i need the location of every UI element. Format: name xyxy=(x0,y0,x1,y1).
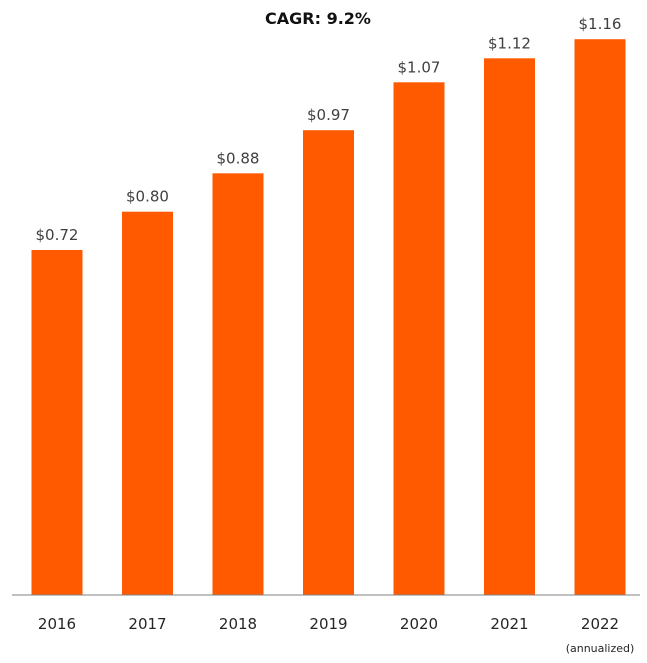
value-label-2020: $1.07 xyxy=(398,58,441,76)
x-tick-note-2022: (annualized) xyxy=(566,642,635,655)
value-label-2017: $0.80 xyxy=(126,188,169,206)
value-label-2019: $0.97 xyxy=(307,106,350,124)
value-label-2016: $0.72 xyxy=(36,226,79,244)
value-label-2022: $1.16 xyxy=(579,15,622,33)
value-labels-layer: $0.72 $0.80 $0.88 $0.97 $1.07 $1.12 $1.16 xyxy=(36,15,622,244)
bars-layer xyxy=(31,39,626,596)
value-label-2018: $0.88 xyxy=(217,149,260,167)
x-tick-label-2016: 2016 xyxy=(38,615,76,633)
bar-2022 xyxy=(574,39,626,595)
x-tick-label-2018: 2018 xyxy=(219,615,257,633)
x-tick-label-2021: 2021 xyxy=(490,615,528,633)
x-axis-tick-labels: 2016 2017 2018 2019 2020 2021 2022 (annualized) xyxy=(38,615,634,655)
x-tick-label-2022: 2022 xyxy=(581,615,619,633)
bar-2018 xyxy=(212,173,264,596)
bar-2016 xyxy=(31,250,83,595)
x-tick-label-2019: 2019 xyxy=(309,615,347,633)
x-tick-label-2017: 2017 xyxy=(128,615,166,633)
x-tick-label-2020: 2020 xyxy=(400,615,438,633)
bar-2017 xyxy=(122,211,173,595)
bar-2019 xyxy=(303,130,354,595)
cagr-annotation: CAGR: 9.2% xyxy=(265,9,371,28)
bar-2020 xyxy=(393,82,445,596)
value-label-2021: $1.12 xyxy=(488,34,531,52)
bar-2021 xyxy=(484,58,535,596)
